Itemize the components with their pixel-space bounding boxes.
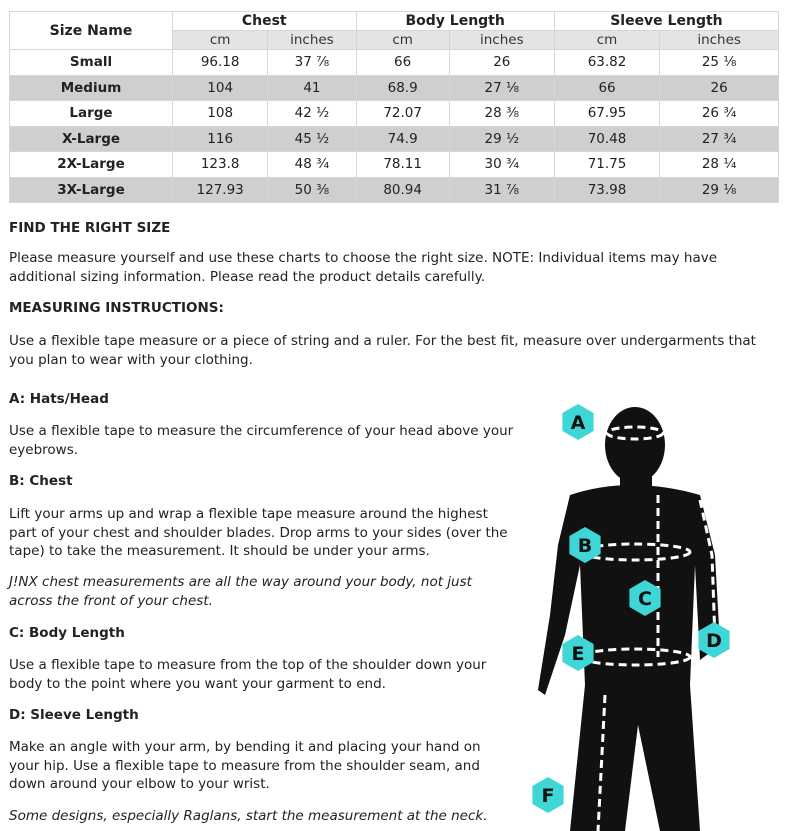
table-row: X-Large 116 45 ¹⁄₂ 74.9 29 ¹⁄₂ 70.48 27 ³⁄₄ bbox=[9, 125, 779, 152]
value-cell: 80.94 bbox=[355, 176, 450, 203]
value-cell: 127.93 bbox=[171, 176, 269, 203]
value-cell: 70.48 bbox=[553, 125, 661, 152]
heading: FIND THE RIGHT SIZE bbox=[9, 220, 171, 236]
value-cell: 66 bbox=[553, 74, 661, 101]
value-cell: 26 bbox=[659, 74, 779, 101]
value-cell: 78.11 bbox=[355, 151, 450, 178]
value-cell: 27 ¹⁄₈ bbox=[448, 74, 555, 101]
value-cell: 116 bbox=[171, 125, 269, 152]
heading: MEASURING INSTRUCTIONS: bbox=[9, 300, 224, 316]
value-cell: 63.82 bbox=[553, 49, 661, 76]
value-cell: 123.8 bbox=[171, 151, 269, 178]
value-cell: 31 ⁷⁄₈ bbox=[448, 176, 555, 203]
value-cell: 108 bbox=[171, 100, 269, 127]
value-cell: 27 ³⁄₄ bbox=[659, 125, 779, 152]
unit-cell: cm bbox=[171, 30, 269, 50]
value-cell: 37 ⁷⁄₈ bbox=[267, 49, 357, 76]
value-cell: 72.07 bbox=[355, 100, 450, 127]
paragraph: Use a flexible tape to measure from the … bbox=[9, 657, 487, 692]
heading: D: Sleeve Length bbox=[9, 707, 139, 723]
unit-cell: inches bbox=[267, 30, 357, 50]
value-cell: 96.18 bbox=[171, 49, 269, 76]
value-cell: 29 ¹⁄₈ bbox=[659, 176, 779, 203]
value-cell: 68.9 bbox=[355, 74, 450, 101]
note-text: J!NX chest measurements are all the way … bbox=[9, 574, 472, 609]
table-row: Medium 104 41 68.9 27 ¹⁄₈ 66 26 bbox=[9, 74, 779, 101]
value-cell: 67.95 bbox=[553, 100, 661, 127]
label-badge bbox=[562, 635, 594, 671]
label-badge bbox=[569, 527, 601, 563]
header-cell: Body Length bbox=[355, 11, 555, 31]
badge-letter: E bbox=[572, 643, 585, 665]
paragraph: Make an angle with your arm, by bending … bbox=[9, 739, 481, 792]
unit-cell: cm bbox=[553, 30, 661, 50]
value-cell: 28 ¹⁄₄ bbox=[659, 151, 779, 178]
value-cell: 71.75 bbox=[553, 151, 661, 178]
value-cell: 42 ¹⁄₂ bbox=[267, 100, 357, 127]
silhouette bbox=[538, 407, 720, 831]
size-cell: Small bbox=[9, 49, 173, 76]
badge-letter: A bbox=[571, 412, 586, 434]
value-cell: 25 ¹⁄₈ bbox=[659, 49, 779, 76]
table-row: 2X-Large 123.8 48 ³⁄₄ 78.11 30 ³⁄₄ 71.75 28 ¹⁄… bbox=[9, 151, 779, 178]
size-cell: 3X-Large bbox=[9, 176, 173, 203]
value-cell: 30 ³⁄₄ bbox=[448, 151, 555, 178]
badge-letter: F bbox=[542, 785, 555, 807]
value-cell: 45 ¹⁄₂ bbox=[267, 125, 357, 152]
value-cell: 48 ³⁄₄ bbox=[267, 151, 357, 178]
size-cell: X-Large bbox=[9, 125, 173, 152]
value-cell: 26 bbox=[448, 49, 555, 76]
value-cell: 50 ³⁄₈ bbox=[267, 176, 357, 203]
table-row: Large 108 42 ¹⁄₂ 72.07 28 ³⁄₈ 67.95 26 ³⁄₄ bbox=[9, 100, 779, 127]
badge-letter: C bbox=[638, 588, 652, 610]
value-cell: 104 bbox=[171, 74, 269, 101]
header-cell: Size Name bbox=[9, 11, 173, 50]
value-cell: 74.9 bbox=[355, 125, 450, 152]
heading: C: Body Length bbox=[9, 625, 125, 641]
note-text: Some designs, especially Raglans, start … bbox=[9, 808, 488, 824]
paragraph: Lift your arms up and wrap a flexible ta… bbox=[9, 506, 508, 559]
size-cell: Large bbox=[9, 100, 173, 127]
badge-letter: B bbox=[578, 535, 592, 557]
note: J!NX chest measurements are all the way … bbox=[9, 573, 509, 610]
paragraph: Use a flexible tape measure or a piece o… bbox=[9, 333, 756, 368]
label-badge bbox=[629, 580, 661, 616]
header-cell: Sleeve Length bbox=[553, 11, 780, 31]
note: Some designs, especially Raglans, start … bbox=[9, 807, 509, 826]
paragraph: Please measure yourself and use these ch… bbox=[9, 250, 718, 285]
table-row: 3X-Large 127.93 50 ³⁄₈ 80.94 31 ⁷⁄₈ 73.98 29 ¹… bbox=[9, 176, 779, 203]
table-row: Small 96.18 37 ⁷⁄₈ 66 26 63.82 25 ¹⁄₈ bbox=[9, 49, 779, 76]
header-cell: Chest bbox=[172, 11, 357, 31]
value-cell: 73.98 bbox=[553, 176, 661, 203]
value-cell: 28 ³⁄₈ bbox=[448, 100, 555, 127]
size-cell: Medium bbox=[9, 74, 173, 101]
unit-cell: inches bbox=[448, 30, 555, 50]
value-cell: 66 bbox=[355, 49, 450, 76]
size-table: Size Name Chest Body Length Sleeve Lengt… bbox=[9, 11, 780, 203]
heading: B: Chest bbox=[9, 473, 73, 489]
badge-letter: D bbox=[706, 630, 722, 652]
measuring-figure: A B C D E F bbox=[532, 404, 730, 831]
size-cell: 2X-Large bbox=[9, 151, 173, 178]
unit-cell: inches bbox=[659, 30, 779, 50]
label-badge bbox=[562, 404, 594, 440]
tape-lines bbox=[578, 425, 717, 831]
heading: A: Hats/Head bbox=[9, 391, 109, 407]
unit-cell: cm bbox=[355, 30, 450, 50]
label-badge bbox=[698, 622, 730, 658]
label-badge bbox=[532, 777, 564, 813]
value-cell: 26 ³⁄₄ bbox=[659, 100, 779, 127]
value-cell: 29 ¹⁄₂ bbox=[448, 125, 555, 152]
value-cell: 41 bbox=[267, 74, 357, 101]
paragraph: Use a flexible tape to measure the circu… bbox=[9, 423, 514, 458]
